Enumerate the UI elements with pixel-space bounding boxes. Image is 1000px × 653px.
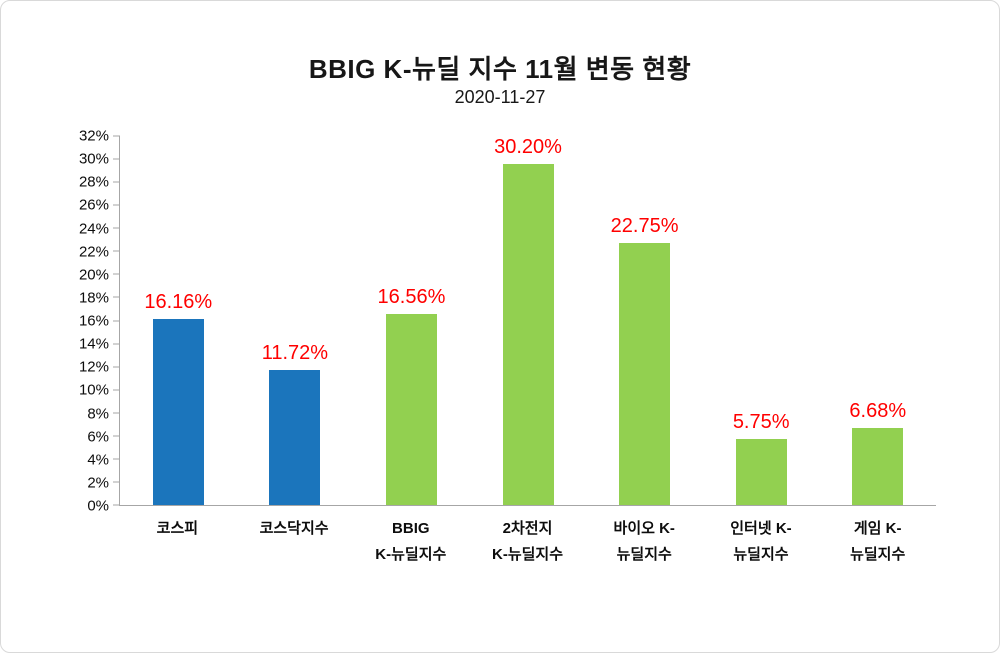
y-tick-label: 26% [78, 196, 109, 214]
bar-group: 30.20% [470, 136, 587, 505]
y-tick-mark [113, 158, 120, 160]
y-tick-label: 28% [78, 173, 109, 191]
bars-container: 16.16% 11.72% 16.56% 30.20% 22.75% 5.75% 6.68% [120, 136, 936, 505]
bar-value-label: 30.20% [494, 136, 562, 158]
y-tick-mark [113, 135, 120, 137]
plot-area: 16.16% 11.72% 16.56% 30.20% 22.75% 5.75% 6.68% [113, 135, 936, 506]
y-axis-labels: 0% 2% 4% 6% 8% 10% 12% 14% 16% 18% 20% 22% 24% 26% 28%… [1, 128, 109, 515]
x-axis-category-line: 인터넷 K- [730, 520, 792, 537]
bar-group: 5.75% [703, 136, 820, 505]
x-axis-category-label: BBIG K-뉴딜지수 [352, 516, 469, 569]
x-axis-labels: 코스피 코스닥지수 BBIG K-뉴딜지수 2차전지 K-뉴딜지수 바이오 K- 뉴딜지수 인터… [119, 516, 936, 569]
y-tick-mark [113, 458, 120, 460]
y-tick-mark [113, 250, 120, 252]
y-tick-mark [113, 296, 120, 298]
x-axis-category-line: 뉴딜지수 [733, 546, 789, 564]
x-axis-category-line: 코스피 [156, 520, 199, 537]
bar-group: 16.56% [353, 136, 470, 505]
y-axis-ticks [113, 135, 120, 506]
chart-title: BBIG K-뉴딜 지수 11월 변동 현황 [308, 54, 692, 84]
chart-subtitle: 2020-11-27 [454, 87, 546, 107]
y-tick-label: 22% [78, 243, 109, 261]
x-axis-category-line: 뉴딜지수 [850, 546, 906, 564]
y-tick-mark [113, 435, 120, 437]
y-tick-label: 6% [87, 428, 109, 446]
y-tick-label: 16% [78, 312, 109, 330]
x-axis-category-line: 게임 K- [853, 520, 902, 537]
x-axis-category-label: 바이오 K- 뉴딜지수 [586, 516, 703, 569]
x-axis-category-line: 코스닥지수 [259, 520, 329, 537]
y-tick-mark [113, 389, 120, 391]
y-tick-mark [113, 204, 120, 206]
bar-group: 11.72% [237, 136, 354, 505]
y-tick-label: 24% [78, 220, 109, 237]
x-axis-category-line: 2차전지 [502, 520, 553, 537]
y-tick-mark [113, 481, 120, 483]
x-axis-category-label: 게임 K- 뉴딜지수 [819, 516, 936, 569]
bar-group: 6.68% [819, 136, 936, 505]
y-tick-mark [113, 273, 120, 275]
y-tick-mark [113, 320, 120, 321]
x-axis-category-line: 뉴딜지수 [616, 546, 672, 564]
x-axis-category-line: K-뉴딜지수 [375, 546, 447, 564]
y-tick-mark [113, 412, 120, 414]
x-axis-category-line: 바이오 K- [613, 520, 675, 537]
bar-value-label: 16.56% [377, 286, 446, 309]
bar [735, 438, 787, 505]
y-tick-label: 4% [87, 451, 109, 469]
bar [502, 164, 554, 505]
y-tick-mark [113, 181, 120, 183]
x-axis-category-label: 인터넷 K- 뉴딜지수 [703, 516, 820, 569]
bar-group: 16.16% [120, 136, 237, 505]
y-tick-label: 12% [78, 358, 109, 376]
y-tick-mark [113, 227, 120, 229]
bar [269, 369, 321, 505]
y-tick-label: 10% [78, 381, 109, 399]
bar-value-label: 5.75% [732, 410, 790, 433]
bar-value-label: 16.16% [144, 290, 213, 313]
y-tick-label: 2% [87, 474, 109, 492]
y-tick-mark [113, 343, 120, 345]
y-tick-label: 8% [87, 405, 109, 422]
y-tick-mark [113, 504, 120, 506]
bar [385, 314, 437, 505]
y-tick-label: 20% [78, 266, 109, 284]
bar [619, 242, 671, 505]
y-tick-label: 14% [78, 335, 109, 353]
x-axis-category-line: K-뉴딜지수 [492, 546, 564, 564]
bar-group: 22.75% [586, 136, 703, 505]
x-axis-category-label: 코스피 [119, 516, 236, 569]
y-tick-label: 32% [78, 127, 109, 145]
bar-value-label: 6.68% [849, 399, 907, 422]
y-tick-mark [113, 366, 120, 368]
bar-value-label: 11.72% [261, 341, 329, 364]
y-tick-label: 18% [78, 289, 109, 307]
bar-value-label: 22.75% [610, 214, 679, 237]
bar [152, 318, 204, 505]
y-tick-label: 0% [87, 497, 109, 515]
x-axis-category-label: 2차전지 K-뉴딜지수 [469, 516, 586, 569]
x-axis-category-line: BBIG [392, 520, 430, 537]
bar [852, 427, 904, 505]
y-tick-label: 30% [78, 150, 109, 168]
x-axis-category-label: 코스닥지수 [236, 516, 353, 569]
